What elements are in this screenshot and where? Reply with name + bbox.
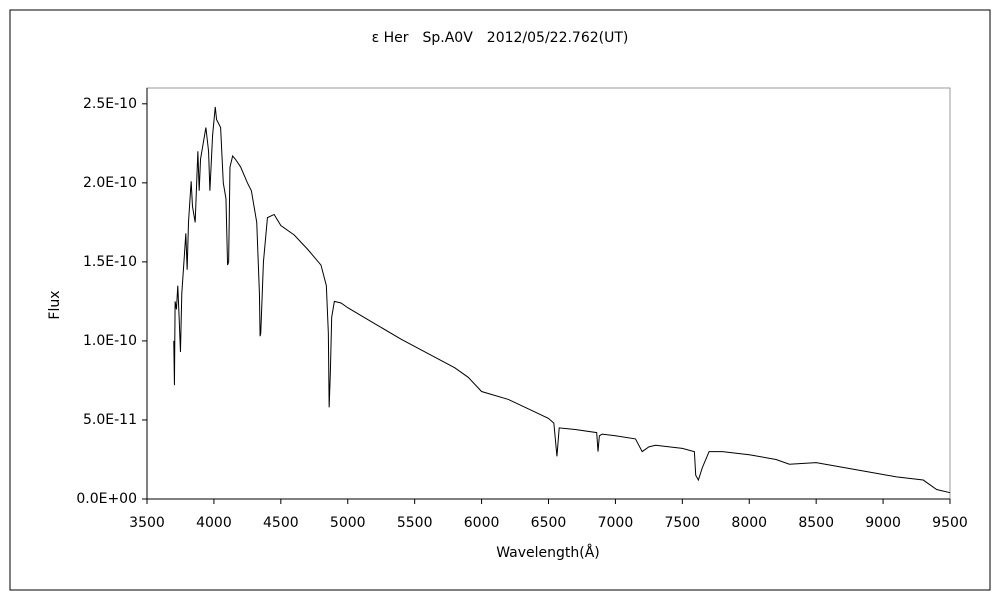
y-tick-label: 0.0E+00: [76, 491, 137, 507]
x-tick-label: 8000: [731, 515, 767, 531]
y-tick-label: 1.0E-10: [83, 333, 137, 349]
x-tick-label: 9000: [865, 515, 901, 531]
x-tick-label: 4500: [263, 515, 299, 531]
x-tick-label: 9500: [932, 515, 968, 531]
x-tick-label: 7000: [598, 515, 634, 531]
x-tick-label: 5500: [397, 515, 433, 531]
y-tick-label: 2.5E-10: [83, 96, 137, 112]
x-tick-label: 6500: [531, 515, 567, 531]
chart-title: ε Her Sp.A0V 2012/05/22.762(UT): [372, 30, 629, 46]
x-axis-label: Wavelength(Å): [496, 544, 600, 561]
x-tick-label: 3500: [129, 515, 165, 531]
frame: [9, 9, 991, 591]
plot-area: [146, 87, 951, 500]
x-tick-label: 8500: [798, 515, 834, 531]
y-axis-label: Flux: [47, 290, 63, 319]
x-tick-label: 6000: [464, 515, 500, 531]
y-tick-label: 5.0E-11: [83, 412, 137, 428]
y-tick-label: 2.0E-10: [83, 175, 137, 191]
y-tick-label: 1.5E-10: [83, 254, 137, 270]
spectrum-line: [173, 106, 951, 494]
x-tick-label: 4000: [196, 515, 232, 531]
x-tick-label: 5000: [330, 515, 366, 531]
x-tick-label: 7500: [665, 515, 701, 531]
